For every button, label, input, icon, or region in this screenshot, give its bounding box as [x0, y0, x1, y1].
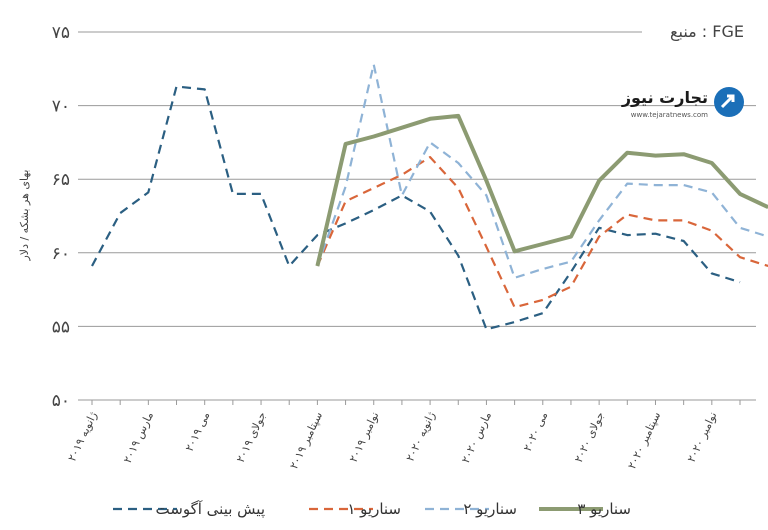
series-line-0 — [91, 85, 741, 331]
y-tick-55: ۵۵ — [52, 317, 70, 337]
y-tick-labels: ۵۰ ۵۵ ۶۰ ۶۵ ۷۰ ۷۵ — [52, 23, 70, 411]
logo: تجارت نیوز www.tejaratnews.com — [621, 87, 744, 119]
logo-text: تجارت نیوز — [621, 88, 708, 107]
legend-label-2: سناریو ۲ — [463, 500, 517, 518]
x-tick-label: ژانویه ۲۰۲۰ — [404, 410, 438, 464]
logo-url: www.tejaratnews.com — [631, 111, 708, 119]
x-tick-label: ژانویه ۲۰۱۹ — [65, 410, 99, 464]
y-tick-50: ۵۰ — [52, 391, 70, 411]
x-tick-label: جولای ۲۰۲۰ — [572, 410, 607, 465]
grid-lines — [78, 22, 756, 405]
x-tick-label: سپتامبر ۲۰۱۹ — [287, 410, 325, 471]
source-label-background — [642, 22, 756, 42]
x-tick-label: نوامبر ۲۰۲۰ — [685, 410, 720, 465]
legend: پیش بینی آگوست سناریو ۱ سناریو ۲ سناریو ۳ — [113, 500, 631, 519]
logo-arrow-icon — [720, 94, 735, 109]
x-tick-label: می ۲۰۲۰ — [521, 410, 551, 454]
source-label: منبع : FGE — [670, 22, 744, 42]
x-tick-label: جولای ۲۰۱۹ — [234, 410, 269, 465]
series-line-1 — [316, 156, 768, 309]
y-tick-70: ۷۰ — [52, 97, 70, 117]
x-tick-label: نوامبر ۲۰۱۹ — [347, 410, 382, 465]
legend-label-3: سناریو ۳ — [577, 500, 631, 518]
y-axis-label: بهای هر بشکه / دلار — [18, 170, 31, 262]
series-line-3 — [315, 113, 768, 267]
x-tick-label: مارس ۲۰۱۹ — [121, 410, 156, 466]
legend-label-1: سناریو ۱ — [347, 500, 401, 518]
x-tick-label: می ۲۰۱۹ — [183, 410, 213, 454]
x-tick-labels: ژانویه ۲۰۱۹ مارس ۲۰۱۹ می ۲۰۱۹ جولای ۲۰۱۹ سپت… — [65, 410, 719, 471]
x-tick-label: مارس ۲۰۲۰ — [459, 410, 494, 466]
series-lines — [91, 63, 768, 331]
y-tick-75: ۷۵ — [52, 23, 70, 43]
x-tick-label: سپتامبر ۲۰۲۰ — [625, 410, 663, 471]
y-tick-65: ۶۵ — [52, 170, 70, 190]
y-tick-60: ۶۰ — [52, 244, 70, 264]
legend-label-0: پیش بینی آگوست — [156, 500, 265, 519]
